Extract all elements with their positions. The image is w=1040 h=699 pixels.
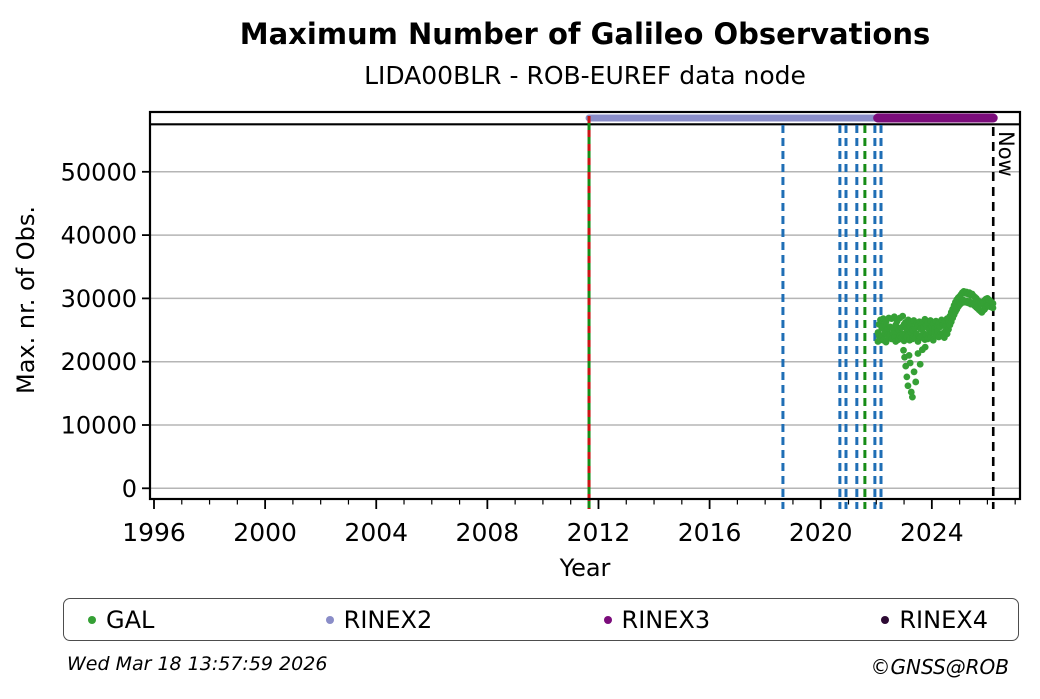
legend-entry-rinex4: RINEX4 — [881, 608, 988, 632]
y-tick-label: 40000 — [61, 222, 137, 250]
data-point — [903, 373, 911, 381]
data-point — [989, 304, 997, 312]
y-tick-label: 50000 — [61, 158, 137, 186]
legend-entry-rinex3: RINEX3 — [603, 605, 711, 634]
legend-label-rinex4: RINEX4 — [899, 605, 988, 634]
x-tick-label: 2008 — [456, 518, 520, 547]
axis-ticks — [142, 170, 1016, 509]
data-point — [906, 359, 914, 367]
legend-entry-rinex2: RINEX2 — [325, 605, 433, 634]
data-point — [907, 388, 915, 396]
plot-timestamp: Wed Mar 18 13:57:59 2026 — [67, 653, 328, 675]
data-point — [905, 351, 913, 359]
x-tick-label: 2000 — [233, 518, 297, 547]
legend-label-rinex3: RINEX3 — [621, 605, 711, 634]
gal-marker-icon — [88, 615, 96, 624]
scatter-series-gal — [874, 288, 997, 401]
data-point — [912, 378, 920, 386]
data-point — [908, 393, 916, 401]
x-tick-label: 2016 — [678, 518, 742, 547]
x-tick-label: 2004 — [344, 518, 408, 547]
y-tick-label: 10000 — [61, 412, 137, 440]
x-tick-label: 2020 — [789, 518, 853, 547]
y-tick-label: 30000 — [61, 285, 137, 313]
data-point — [900, 346, 907, 354]
legend-label-rinex2: RINEX2 — [343, 605, 433, 634]
x-axis-label: Year — [559, 554, 611, 582]
gridlines — [150, 123, 1020, 490]
now-label: Now — [994, 131, 1018, 177]
axis-tick-labels: 0 10000 20000 30000 40000 50000 1996 2000 2004 20… — [61, 158, 964, 547]
copyright-text: ©GNSS@ROB — [870, 655, 1010, 679]
legend-label-gal: GAL — [106, 605, 155, 634]
rinex2-marker-icon — [325, 615, 334, 624]
page-subtitle: LIDA00BLR - ROB-EUREF data node — [364, 61, 806, 90]
rinex3-marker-icon — [603, 615, 612, 624]
legend: GAL RINEX2 RINEX3 RINEX4 — [63, 598, 1019, 641]
page-title: Maximum Number of Galileo Observations — [240, 17, 930, 51]
data-point — [899, 312, 907, 320]
y-tick-label: 20000 — [61, 348, 137, 376]
y-axis-label: Max. nr. of Obs. — [12, 206, 40, 394]
plot-frame — [148, 110, 1022, 501]
data-point — [910, 368, 918, 376]
event-vlines — [587, 116, 995, 509]
rinex4-marker-icon — [881, 615, 890, 624]
data-point — [921, 343, 929, 351]
x-tick-label: 2024 — [900, 518, 964, 547]
x-tick-label: 1996 — [122, 518, 186, 547]
legend-entry-gal: GAL — [88, 608, 154, 632]
y-tick-label: 0 — [122, 475, 137, 503]
data-point — [914, 350, 922, 357]
data-point — [904, 382, 912, 390]
x-tick-label: 2012 — [567, 518, 631, 547]
data-point — [916, 360, 924, 368]
axes-frame — [148, 110, 1022, 501]
